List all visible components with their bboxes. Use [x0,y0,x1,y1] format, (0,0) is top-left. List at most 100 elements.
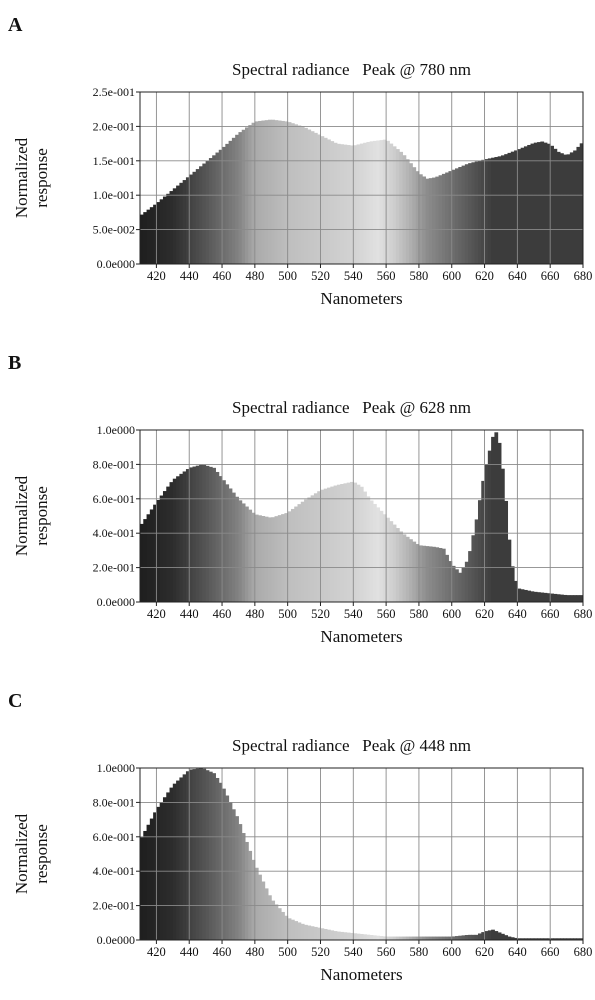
spectrum-bar [205,770,210,940]
x-tick-label: 580 [410,945,429,959]
spectrum-bar [487,930,492,940]
spectrum-bar [245,841,249,940]
y-tick-label: 8.0e-001 [93,795,135,809]
x-tick-label: 500 [278,945,297,959]
spectrum-bar [271,900,276,940]
x-tick-label: 600 [442,607,461,621]
x-tick-label: 540 [344,269,363,283]
spectrum-bar [395,149,400,264]
spectrum-bar [481,480,486,602]
y-axis-label: Normalized [12,475,31,556]
spectrum-bar [395,936,400,940]
spectrum-bar [149,818,154,940]
spectrum-bar [317,134,321,264]
spectrum-bar [205,465,210,602]
spectrum-bar [514,580,518,602]
spectrum-bar [455,569,459,602]
spectrum-bar [235,134,239,264]
y-tick-label: 0.0e000 [97,933,135,947]
spectrum-bar [327,487,331,602]
spectrum-bar [573,150,577,264]
spectrum-bar [182,180,187,264]
spectrum-bar [284,121,289,264]
spectrum-bar [422,176,426,264]
spectrum-bar [484,931,489,940]
spectrum-bar [323,488,328,602]
spectrum-bar [343,932,348,940]
spectrum-bar [553,148,558,264]
spectrum-bar [569,938,574,940]
spectrum-bar [428,936,433,940]
spectrum-bar [277,515,282,602]
spectrum-bar [159,199,164,264]
spectrum-bar [418,545,423,602]
spectrum-bar [356,144,361,264]
spectrum-bar [179,777,184,940]
spectrum-bar [218,782,223,940]
spectrum-bar [215,471,220,602]
spectrum-bar [497,442,502,602]
spectrum-bar [307,925,312,940]
spectrum-bar [504,500,509,602]
spectrum-bar [330,486,335,602]
spectrum-bar [143,830,148,940]
spectrum-bar [546,143,551,264]
y-tick-label: 1.5e-001 [93,154,135,168]
spectrum-bar [225,484,230,602]
spectrum-bar [566,154,571,264]
y-tick-label: 0.0e000 [97,595,135,609]
spectrum-bar [491,436,495,602]
spectrum-bar [389,143,394,264]
spectrum-bar [438,936,443,940]
spectrum-bar [491,929,495,940]
spectrum-bar [471,934,476,940]
spectrum-bar [523,146,528,264]
spectrum-bar [228,140,233,264]
spectrum-bar [248,850,253,940]
spectrum-bar [185,771,190,940]
spectrum-bar [560,938,564,940]
spectrum-bar [576,146,581,264]
spectrum-bar [448,936,453,940]
spectrum-bar [546,938,551,940]
spectrum-bar [189,769,193,940]
spectrum-bar [254,121,259,264]
spectrum-bar [372,503,377,602]
spectrum-bar [500,468,505,602]
spectrum-bar [195,169,200,264]
spectrum-bar [179,473,184,602]
spectrum-bar [179,182,184,264]
spectrum-bar [336,484,341,602]
spectrum-bar [369,141,374,264]
chart-title: Spectral radiance Peak @ 448 nm [232,736,471,755]
spectrum-bar [382,514,387,602]
y-tick-label: 5.0e-002 [93,223,135,237]
x-tick-label: 600 [442,945,461,959]
spectrum-bar [281,514,285,602]
spectrum-bar [566,938,571,940]
spectrum-bar [530,591,535,602]
spectrum-bar [251,122,256,264]
spectrum-bar [340,931,344,940]
spectrum-bar [248,509,253,602]
spectrum-bar [468,551,472,602]
spectrum-bar [359,933,364,940]
spectrum-bar [297,922,302,940]
spectrum-bar [573,938,577,940]
spectrum-bar [264,516,269,602]
spectrum-bar [284,915,289,940]
spectrum-bar [461,567,466,602]
spectrum-bar [271,517,276,602]
x-tick-label: 640 [508,945,527,959]
spectrum-bar [376,140,381,264]
spectrum-bar [415,936,420,940]
spectrum-bar [290,919,295,940]
spectrum-bar [153,504,157,602]
spectrum-bar [192,171,197,264]
x-tick-label: 460 [213,269,232,283]
x-tick-label: 680 [574,945,593,959]
spectrum-bar [258,120,262,265]
spectrum-bar [343,144,348,264]
y-tick-label: 2.5e-001 [93,85,135,99]
spectrum-bar [448,171,453,264]
